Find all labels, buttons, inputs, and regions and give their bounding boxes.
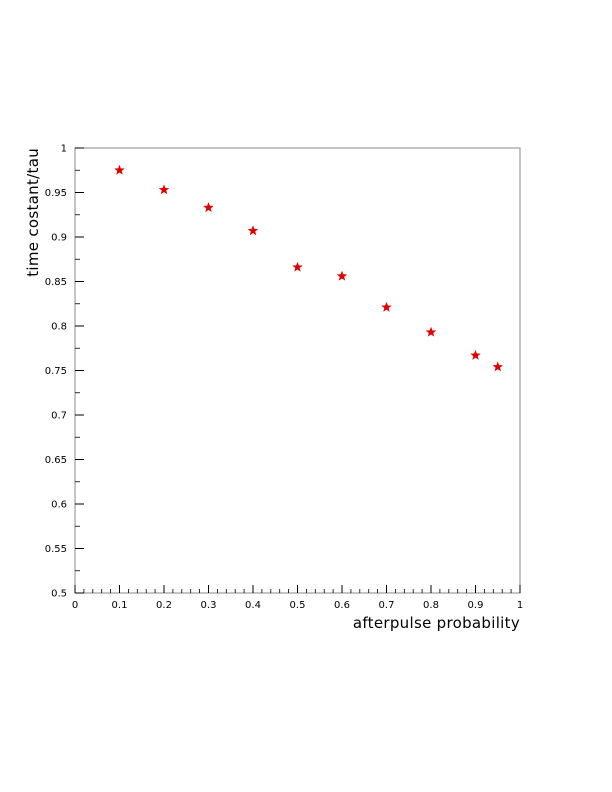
x-tick-label: 0	[72, 600, 78, 611]
data-point	[247, 225, 259, 236]
y-tick-label: 0.55	[45, 544, 67, 555]
x-axis: 0 0.1 0.2 0.3 0.4 0.5 0.6 0.7 0.8 0.9 1	[72, 585, 523, 611]
data-point	[381, 301, 392, 312]
data-point	[292, 261, 303, 272]
data-point	[470, 349, 481, 360]
plot-frame	[74, 147, 521, 594]
x-tick-label: 1	[517, 600, 523, 611]
x-tick-label: 0.2	[156, 600, 172, 611]
x-tick-label: 0.6	[334, 600, 350, 611]
x-tick-label: 0.4	[245, 600, 261, 611]
y-axis: 0.5 0.55 0.6 0.65 0.7 0.75 0.8 0.85 0.9 0.95 1	[45, 144, 84, 600]
y-tick-label: 0.8	[51, 322, 67, 333]
x-tick-label: 0.8	[423, 600, 439, 611]
y-tick-label: 0.7	[51, 411, 67, 422]
y-tick-label: 0.6	[51, 500, 67, 511]
data-point	[203, 202, 214, 213]
y-tick-label: 0.9	[51, 233, 67, 244]
data-point	[158, 184, 170, 195]
data-point	[492, 361, 503, 372]
x-axis-title: afterpulse probability	[353, 614, 520, 632]
y-tick-label: 1	[61, 144, 67, 155]
x-tick-label: 0.5	[290, 600, 306, 611]
data-point	[114, 164, 125, 175]
y-tick-label: 0.75	[45, 366, 67, 377]
x-tick-label: 0.1	[112, 600, 128, 611]
x-tick-label: 0.3	[201, 600, 217, 611]
x-tick-label: 0.9	[468, 600, 484, 611]
data-point	[336, 270, 348, 281]
data-points	[114, 164, 503, 372]
y-tick-label: 0.5	[51, 589, 67, 600]
y-tick-label: 0.65	[45, 455, 67, 466]
x-tick-label: 0.7	[379, 600, 395, 611]
y-axis-title: time costant/tau	[24, 148, 42, 277]
data-point	[425, 326, 437, 337]
y-tick-label: 0.85	[45, 277, 67, 288]
y-tick-label: 0.95	[45, 188, 67, 199]
